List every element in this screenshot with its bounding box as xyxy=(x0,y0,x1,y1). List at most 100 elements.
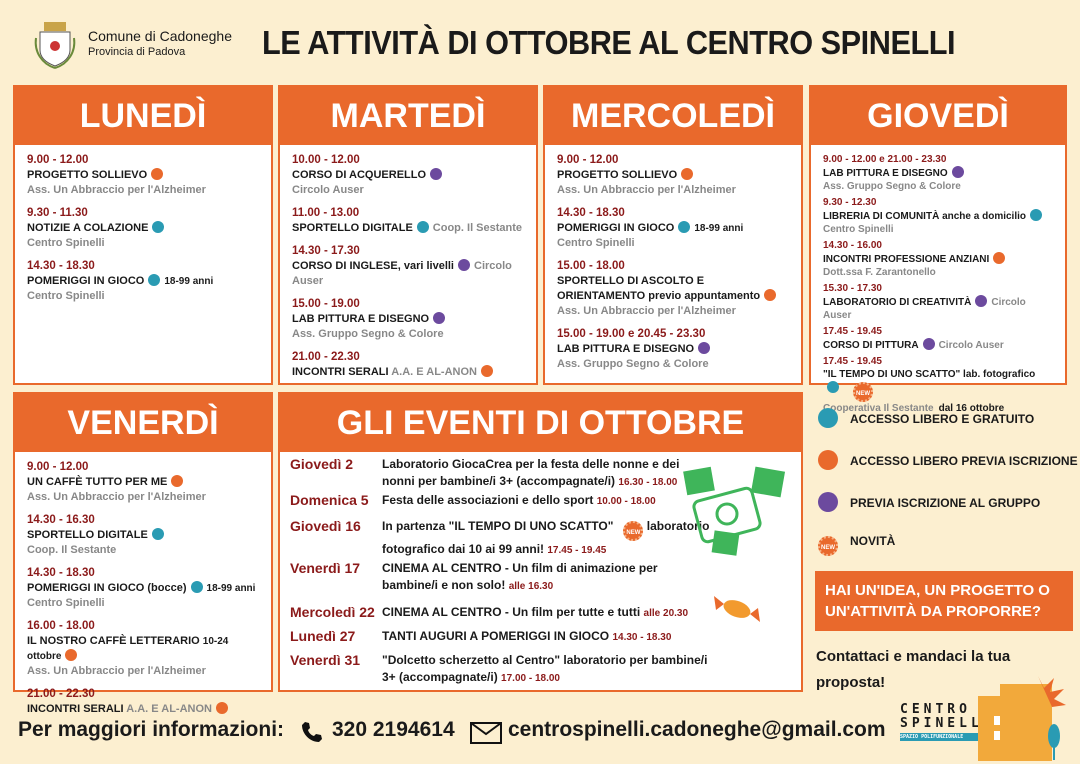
activity-title: POMERIGGI IN GIOCO 18-99 anni xyxy=(557,221,791,236)
text-segment: alle 16.30 xyxy=(508,581,554,592)
organizer-name: Ass. Un Abbraccio per l'Alzheimer xyxy=(557,184,736,196)
text-segment: CORSO DI PITTURA xyxy=(823,340,919,351)
activity-item: 15.30 - 17.30 LABORATORIO DI CREATIVITÀ Ci… xyxy=(823,282,1055,322)
day-card-giovedi: GIOVEDÌ 9.00 - 12.00 e 21.00 - 23.30 LAB P… xyxy=(809,85,1067,414)
activity-time: 9.30 - 11.30 xyxy=(27,207,88,219)
provincia-name: Provincia di Padova xyxy=(88,46,186,58)
activity-title: LAB PITTURA E DISEGNO xyxy=(292,312,526,327)
activity-time: 9.00 - 12.00 e 21.00 - 23.30 xyxy=(823,154,947,165)
activity-time: 21.00 - 22.30 xyxy=(27,688,95,700)
centro-spinelli-logo: CENTRO SPINELLI SPAZIO POLIFUNZIONALE xyxy=(900,703,995,741)
activity-item: 17.45 - 19.45 "IL TEMPO DI UNO SCATTO" la… xyxy=(823,355,1055,415)
text-segment: Circolo Auser xyxy=(292,260,512,287)
text-segment: 18-99 anni xyxy=(694,223,744,234)
activity-title: POMERIGGI IN GIOCO (bocce) 18-99 anni xyxy=(27,581,261,596)
orange-dot-icon xyxy=(215,702,228,714)
activity-title: SPORTELLO DIGITALE xyxy=(27,528,261,543)
event-date: Mercoledì 22 xyxy=(290,604,375,620)
phone-number[interactable]: 320 2194614 xyxy=(332,718,455,741)
activity-item: 21.00 - 22.30 INCONTRI SERALI A.A. E AL-A… xyxy=(27,687,261,717)
event-date: Venerdì 17 xyxy=(290,560,361,576)
organizer-extra: dal 16 ottobre xyxy=(938,403,1005,414)
text-segment: UN CAFFÈ TUTTO PER ME xyxy=(27,476,168,488)
purple-dot-icon xyxy=(698,342,711,354)
activity-time: 14.30 - 18.30 xyxy=(557,207,625,219)
activity-organizer: Centro Spinelli xyxy=(557,236,791,251)
comune-crest-icon xyxy=(34,22,76,69)
text-segment: IL NOSTRO CAFFÈ LETTERARIO xyxy=(27,635,203,647)
activity-item: 14.30 - 17.30 CORSO DI INGLESE, vari live… xyxy=(292,244,526,289)
event-date: Giovedì 16 xyxy=(290,518,361,534)
event-date: Lunedì 27 xyxy=(290,628,356,644)
activity-item: 9.30 - 11.30 NOTIZIE A COLAZIONE Centro Sp… xyxy=(27,206,261,251)
text-segment: 17.45 - 19.45 xyxy=(547,545,607,556)
text-segment: 14.30 - 18.30 xyxy=(612,632,672,643)
text-segment: anche a domicilio xyxy=(942,211,1026,222)
text-segment: Laboratorio GiocaCrea per la festa delle… xyxy=(382,457,680,488)
text-segment: POMERIGGI IN GIOCO xyxy=(27,275,145,287)
activity-title: CORSO DI PITTURA Circolo Auser xyxy=(823,338,1055,352)
purple-dot-icon xyxy=(430,168,443,180)
activity-time: 17.45 - 19.45 xyxy=(823,356,882,367)
activity-organizer: Ass. Un Abbraccio per l'Alzheimer xyxy=(557,304,791,319)
new-badge-icon: NEW xyxy=(623,521,644,541)
text-segment: Festa delle associazioni e dello sport xyxy=(382,493,597,507)
text-segment: In partenza "IL TEMPO DI UNO SCATTO" xyxy=(382,519,614,533)
activity-item: 15.00 - 19.00 LAB PITTURA E DISEGNO Ass. G… xyxy=(292,297,526,342)
activity-time: 10.00 - 12.00 xyxy=(292,154,360,166)
day-card-lunedi: LUNEDÌ 9.00 - 12.00 PROGETTO SOLLIEVO Ass. … xyxy=(13,85,273,385)
orange-dot-icon xyxy=(993,252,1006,264)
text-segment: LABORATORIO DI CREATIVITÀ xyxy=(823,297,972,308)
activity-time: 15.00 - 19.00 xyxy=(292,298,360,310)
activity-item: 14.30 - 16.30 SPORTELLO DIGITALE Coop. Il … xyxy=(27,513,261,558)
activity-item: 9.00 - 12.00 PROGETTO SOLLIEVO Ass. Un Abb… xyxy=(557,153,791,198)
activity-title: INCONTRI SERALI A.A. E AL-ANON xyxy=(292,365,526,380)
text-segment: INCONTRI SERALI xyxy=(292,366,392,378)
text-segment: TANTI AUGURI A POMERIGGI IN GIOCO xyxy=(382,629,613,643)
event-description: CINEMA AL CENTRO - Un film per tutte e t… xyxy=(382,604,712,622)
activity-organizer: Cooperativa Il Sestante dal 16 ottobre xyxy=(823,402,1055,415)
building-logo-icon xyxy=(978,676,1066,761)
organizer-name: Ass. Un Abbraccio per l'Alzheimer xyxy=(27,665,206,677)
text-segment: CINEMA AL CENTRO - Un film di animazione… xyxy=(382,561,658,592)
activity-time: 9.00 - 12.00 xyxy=(27,461,89,473)
activity-time: 16.00 - 18.00 xyxy=(27,620,95,632)
activity-title: SPORTELLO DI ASCOLTO E ORIENTAMENTO prev… xyxy=(557,274,791,304)
legend-label: ACCESSO LIBERO PREVIA ISCRIZIONE xyxy=(850,454,1078,468)
day-title: MARTEDÌ xyxy=(280,87,536,145)
text-segment: 10-24 ottobre xyxy=(27,636,229,662)
text-segment: "IL TEMPO DI UNO SCATTO" xyxy=(823,369,964,380)
event-description: "Dolcetto scherzetto al Centro" laborato… xyxy=(382,652,712,687)
text-segment: INCONTRI PROFESSIONE ANZIANI xyxy=(823,254,990,265)
event-description: TANTI AUGURI A POMERIGGI IN GIOCO 14.30 … xyxy=(382,628,712,646)
text-segment: "Dolcetto scherzetto al Centro" laborato… xyxy=(382,653,708,684)
organizer-name: Centro Spinelli xyxy=(557,237,635,249)
activity-time: 15.30 - 17.30 xyxy=(823,283,882,294)
activity-item: 21.00 - 22.30 INCONTRI SERALI A.A. E AL-A… xyxy=(292,350,526,380)
footer-label: Per maggiori informazioni: xyxy=(18,718,285,741)
activity-organizer: Centro Spinelli xyxy=(27,289,261,304)
organizer-name: Centro Spinelli xyxy=(27,237,105,249)
activity-title: NOTIZIE A COLAZIONE xyxy=(27,221,261,236)
page-title: LE ATTIVITÀ DI OTTOBRE AL CENTRO SPINELL… xyxy=(262,24,956,61)
orange-dot-icon xyxy=(151,168,164,180)
activity-organizer: Coop. Il Sestante xyxy=(27,543,261,558)
activity-organizer: Centro Spinelli xyxy=(27,236,261,251)
text-segment: 18-99 anni xyxy=(164,276,214,287)
activity-organizer: Ass. Un Abbraccio per l'Alzheimer xyxy=(27,183,261,198)
activity-item: 9.00 - 12.00 PROGETTO SOLLIEVO Ass. Un Abb… xyxy=(27,153,261,198)
text-segment: SPORTELLO DIGITALE xyxy=(27,529,148,541)
purple-dot-icon xyxy=(951,166,964,178)
activity-title: CORSO DI ACQUERELLO xyxy=(292,168,526,183)
text-segment: 16.30 - 18.00 xyxy=(618,477,678,488)
email-address[interactable]: centrospinelli.cadoneghe@gmail.com xyxy=(508,718,886,741)
activity-item: 14.30 - 18.30 POMERIGGI IN GIOCO 18-99 ann… xyxy=(557,206,791,251)
text-segment: LAB PITTURA E DISEGNO xyxy=(823,168,948,179)
text-segment: A.A. E AL-ANON xyxy=(391,366,477,378)
idea-banner: HAI UN'IDEA, UN PROGETTO O UN'ATTIVITÀ D… xyxy=(815,571,1073,631)
event-description: Festa delle associazioni e dello sport 1… xyxy=(382,492,712,510)
teal-dot-icon xyxy=(827,381,839,393)
text-segment: alle 20.30 xyxy=(643,608,689,619)
activity-title: SPORTELLO DIGITALE Coop. Il Sestante xyxy=(292,221,526,236)
activity-organizer: Ass. Gruppo Segno & Colore xyxy=(292,327,526,342)
